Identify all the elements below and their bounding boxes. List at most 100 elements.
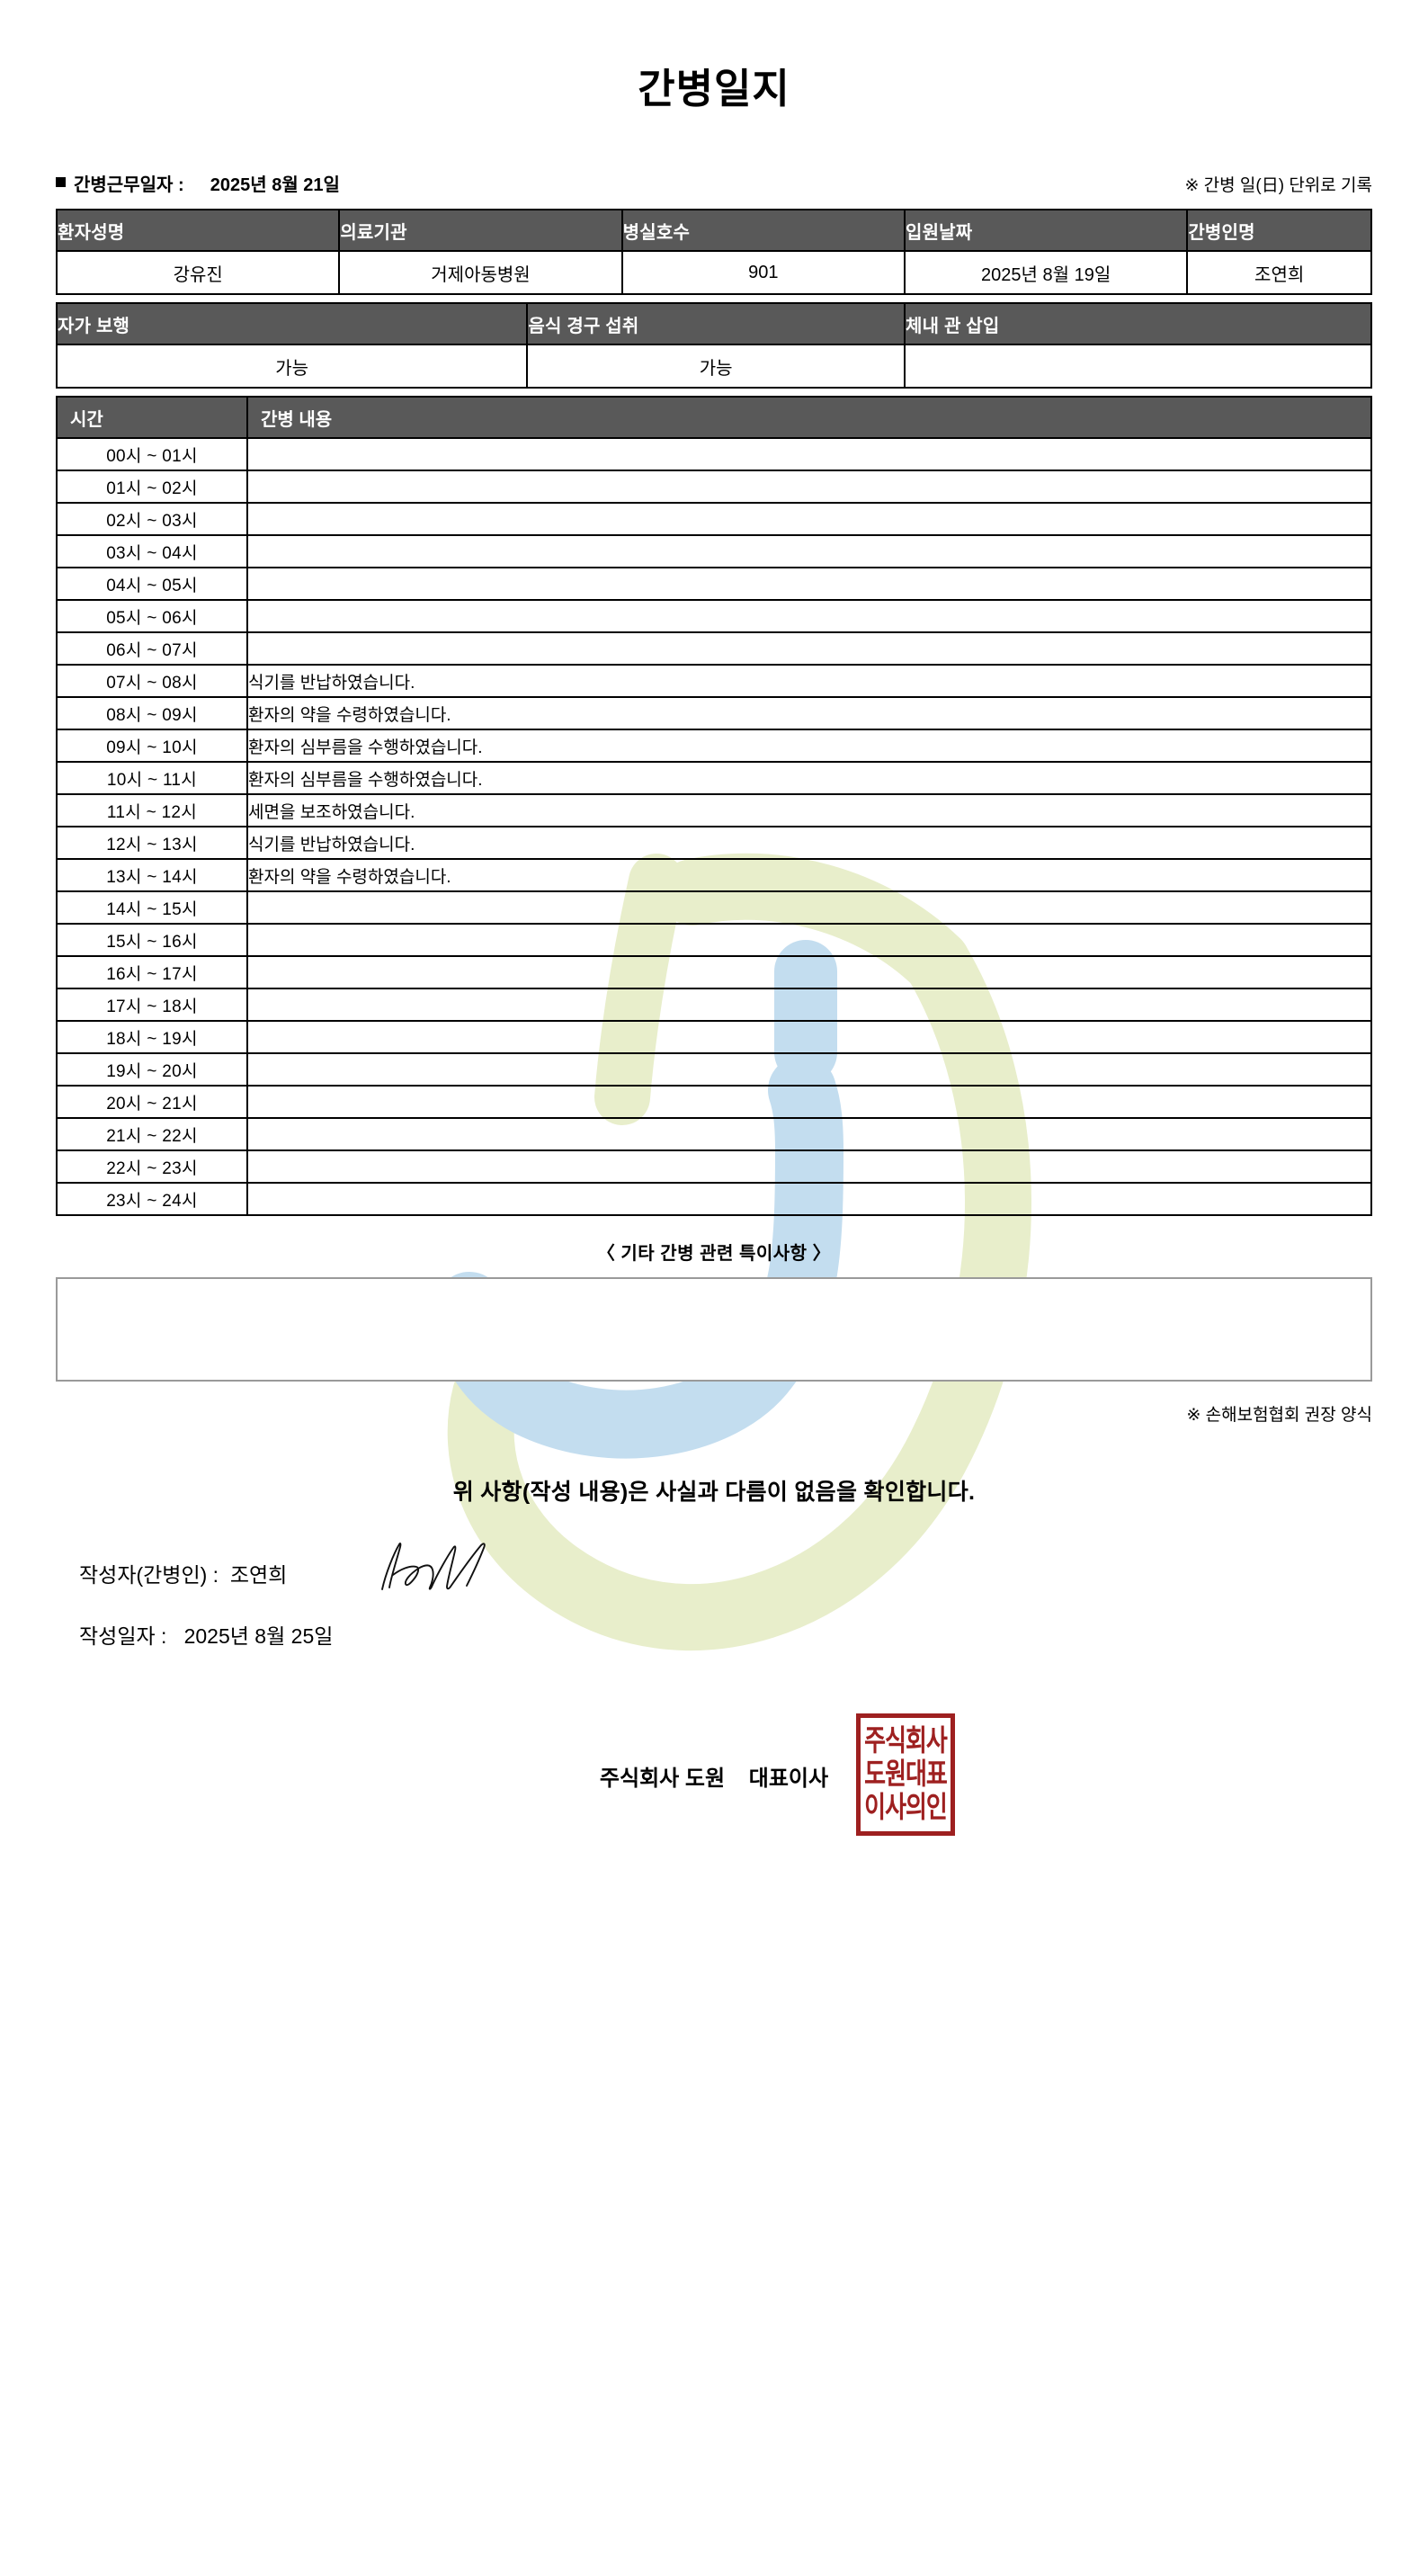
seal-line-1: 주식회사: [864, 1724, 948, 1758]
cell-oral-intake: 가능: [526, 344, 906, 389]
col-header-patient-name: 환자성명: [55, 209, 341, 252]
table-row: 06시 ~ 07시: [56, 631, 1373, 666]
cell-care-content[interactable]: [245, 890, 1373, 925]
table-row: 09시 ~ 10시 환자의 심부름을 수행하였습니다.: [56, 729, 1373, 763]
write-date-label: 작성일자 :: [79, 1624, 167, 1648]
table-row: 10시 ~ 11시 환자의 심부름을 수행하였습니다.: [56, 761, 1373, 795]
cell-care-content[interactable]: 환자의 약을 수령하였습니다.: [245, 696, 1373, 730]
table-gap: [56, 295, 1372, 302]
cell-care-content[interactable]: 환자의 심부름을 수행하였습니다.: [245, 729, 1373, 763]
company-seal-stamp: 주식회사 도원대표 이사의인: [856, 1713, 955, 1836]
cell-time-slot: 15시 ~ 16시: [56, 923, 248, 957]
cell-care-content[interactable]: [245, 1085, 1373, 1119]
cell-admission-date: 2025년 8월 19일: [903, 250, 1189, 295]
table-row: 14시 ~ 15시: [56, 890, 1373, 925]
signature-block: 작성자(간병인) : 조연희 작성일자 : 2025년: [56, 1543, 1372, 1659]
cell-time-slot: 08시 ~ 09시: [56, 696, 248, 730]
cell-care-content[interactable]: [245, 631, 1373, 666]
cell-time-slot: 16시 ~ 17시: [56, 955, 248, 989]
cell-care-content[interactable]: 식기를 반납하였습니다.: [245, 826, 1373, 860]
cell-self-ambulation: 가능: [55, 344, 529, 389]
cell-time-slot: 10시 ~ 11시: [56, 761, 248, 795]
work-date-group: 간병근무일자 : 2025년 8월 21일: [56, 170, 340, 196]
table-row: 19시 ~ 20시: [56, 1052, 1373, 1087]
cell-time-slot: 13시 ~ 14시: [56, 858, 248, 892]
table-row: 01시 ~ 02시: [56, 470, 1373, 504]
cell-care-content[interactable]: [245, 567, 1373, 601]
table-row: 18시 ~ 19시: [56, 1020, 1373, 1054]
table-row: 23시 ~ 24시: [56, 1182, 1373, 1216]
cell-care-content[interactable]: [245, 988, 1373, 1022]
cell-care-content[interactable]: [245, 437, 1373, 471]
cell-care-content[interactable]: [245, 599, 1373, 633]
table-header-row: 시간 간병 내용: [56, 396, 1373, 439]
cell-care-content[interactable]: 환자의 심부름을 수행하였습니다.: [245, 761, 1373, 795]
table-row: 21시 ~ 22시: [56, 1117, 1373, 1151]
cell-room-number: 901: [620, 250, 906, 295]
patient-info-table: 환자성명 의료기관 병실호수 입원날짜 간병인명 강유진 거제아동병원 901 …: [55, 209, 1372, 295]
bullet-square-icon: [56, 177, 66, 187]
table-row: 강유진 거제아동병원 901 2025년 8월 19일 조연희: [55, 250, 1372, 295]
table-row: 13시 ~ 14시 환자의 약을 수령하였습니다.: [56, 858, 1373, 892]
col-header-oral-intake: 음식 경구 섭취: [526, 302, 906, 345]
cell-time-slot: 14시 ~ 15시: [56, 890, 248, 925]
table-row: 04시 ~ 05시: [56, 567, 1373, 601]
table-row: 05시 ~ 06시: [56, 599, 1373, 633]
cell-care-content[interactable]: [245, 955, 1373, 989]
cell-time-slot: 02시 ~ 03시: [56, 502, 248, 536]
table-row: 03시 ~ 04시: [56, 534, 1373, 568]
hourly-log-table: 시간 간병 내용 00시 ~ 01시 01시 ~ 02시 02시 ~ 03시 03시 …: [56, 396, 1373, 1216]
handwritten-signature: [312, 1513, 504, 1626]
cell-time-slot: 17시 ~ 18시: [56, 988, 248, 1022]
cell-patient-name: 강유진: [55, 250, 341, 295]
cell-care-content[interactable]: [245, 923, 1373, 957]
cell-care-content[interactable]: 환자의 약을 수령하였습니다.: [245, 858, 1373, 892]
page-title: 간병일지: [638, 66, 790, 112]
cell-time-slot: 07시 ~ 08시: [56, 664, 248, 698]
table-row: 08시 ~ 09시 환자의 약을 수령하였습니다.: [56, 696, 1373, 730]
cell-time-slot: 00시 ~ 01시: [56, 437, 248, 471]
table-row: 20시 ~ 21시: [56, 1085, 1373, 1119]
cell-care-content[interactable]: [245, 1052, 1373, 1087]
cell-care-content[interactable]: [245, 1020, 1373, 1054]
table-row: 00시 ~ 01시: [56, 437, 1373, 471]
remarks-input[interactable]: [56, 1277, 1372, 1382]
table-row: 07시 ~ 08시 식기를 반납하였습니다.: [56, 664, 1373, 698]
cell-care-content[interactable]: [245, 470, 1373, 504]
cell-care-content[interactable]: [245, 1117, 1373, 1151]
form-source-note: ※ 손해보험협회 권장 양식: [1186, 1406, 1372, 1425]
cell-time-slot: 06시 ~ 07시: [56, 631, 248, 666]
col-header-caregiver-name: 간병인명: [1186, 209, 1372, 252]
author-row: 작성자(간병인) : 조연희: [79, 1543, 1372, 1598]
write-date-value: 2025년 8월 25일: [183, 1624, 334, 1648]
cell-tube-insertion: [903, 344, 1373, 389]
cell-time-slot: 01시 ~ 02시: [56, 470, 248, 504]
cell-care-content[interactable]: [245, 1149, 1373, 1184]
cell-caregiver-name: 조연희: [1186, 250, 1372, 295]
cell-time-slot: 22시 ~ 23시: [56, 1149, 248, 1184]
table-row: 12시 ~ 13시 식기를 반납하였습니다.: [56, 826, 1373, 860]
remarks-title: 〈 기타 간병 관련 특이사항 〉: [596, 1244, 832, 1264]
table-row: 11시 ~ 12시 세면을 보조하였습니다.: [56, 793, 1373, 827]
cell-time-slot: 05시 ~ 06시: [56, 599, 248, 633]
table-header-row: 자가 보행 음식 경구 섭취 체내 관 삽입: [55, 302, 1373, 345]
cell-hospital: 거제아동병원: [338, 250, 623, 295]
cell-care-content[interactable]: [245, 502, 1373, 536]
cell-care-content[interactable]: [245, 534, 1373, 568]
cell-care-content[interactable]: 식기를 반납하였습니다.: [245, 664, 1373, 698]
seal-line-3: 이사의인: [864, 1791, 948, 1825]
cell-time-slot: 18시 ~ 19시: [56, 1020, 248, 1054]
seal-line-2: 도원대표: [864, 1758, 948, 1792]
cell-time-slot: 20시 ~ 21시: [56, 1085, 248, 1119]
hourly-log-body: 00시 ~ 01시 01시 ~ 02시 02시 ~ 03시 03시 ~ 04시 04시 …: [56, 437, 1373, 1216]
condition-table: 자가 보행 음식 경구 섭취 체내 관 삽입 가능 가능: [55, 302, 1373, 389]
work-date-value: 2025년 8월 21일: [210, 175, 340, 195]
table-row: 22시 ~ 23시: [56, 1149, 1373, 1184]
col-header-room-number: 병실호수: [620, 209, 906, 252]
cell-care-content[interactable]: 세면을 보조하였습니다.: [245, 793, 1373, 827]
date-row: 작성일자 : 2025년 8월 25일: [79, 1609, 1372, 1659]
cell-care-content[interactable]: [245, 1182, 1373, 1216]
confirmation-statement: 위 사항(작성 내용)은 사실과 다름이 없음을 확인합니다.: [452, 1480, 976, 1505]
cell-time-slot: 12시 ~ 13시: [56, 826, 248, 860]
table-row: 가능 가능: [55, 344, 1373, 389]
